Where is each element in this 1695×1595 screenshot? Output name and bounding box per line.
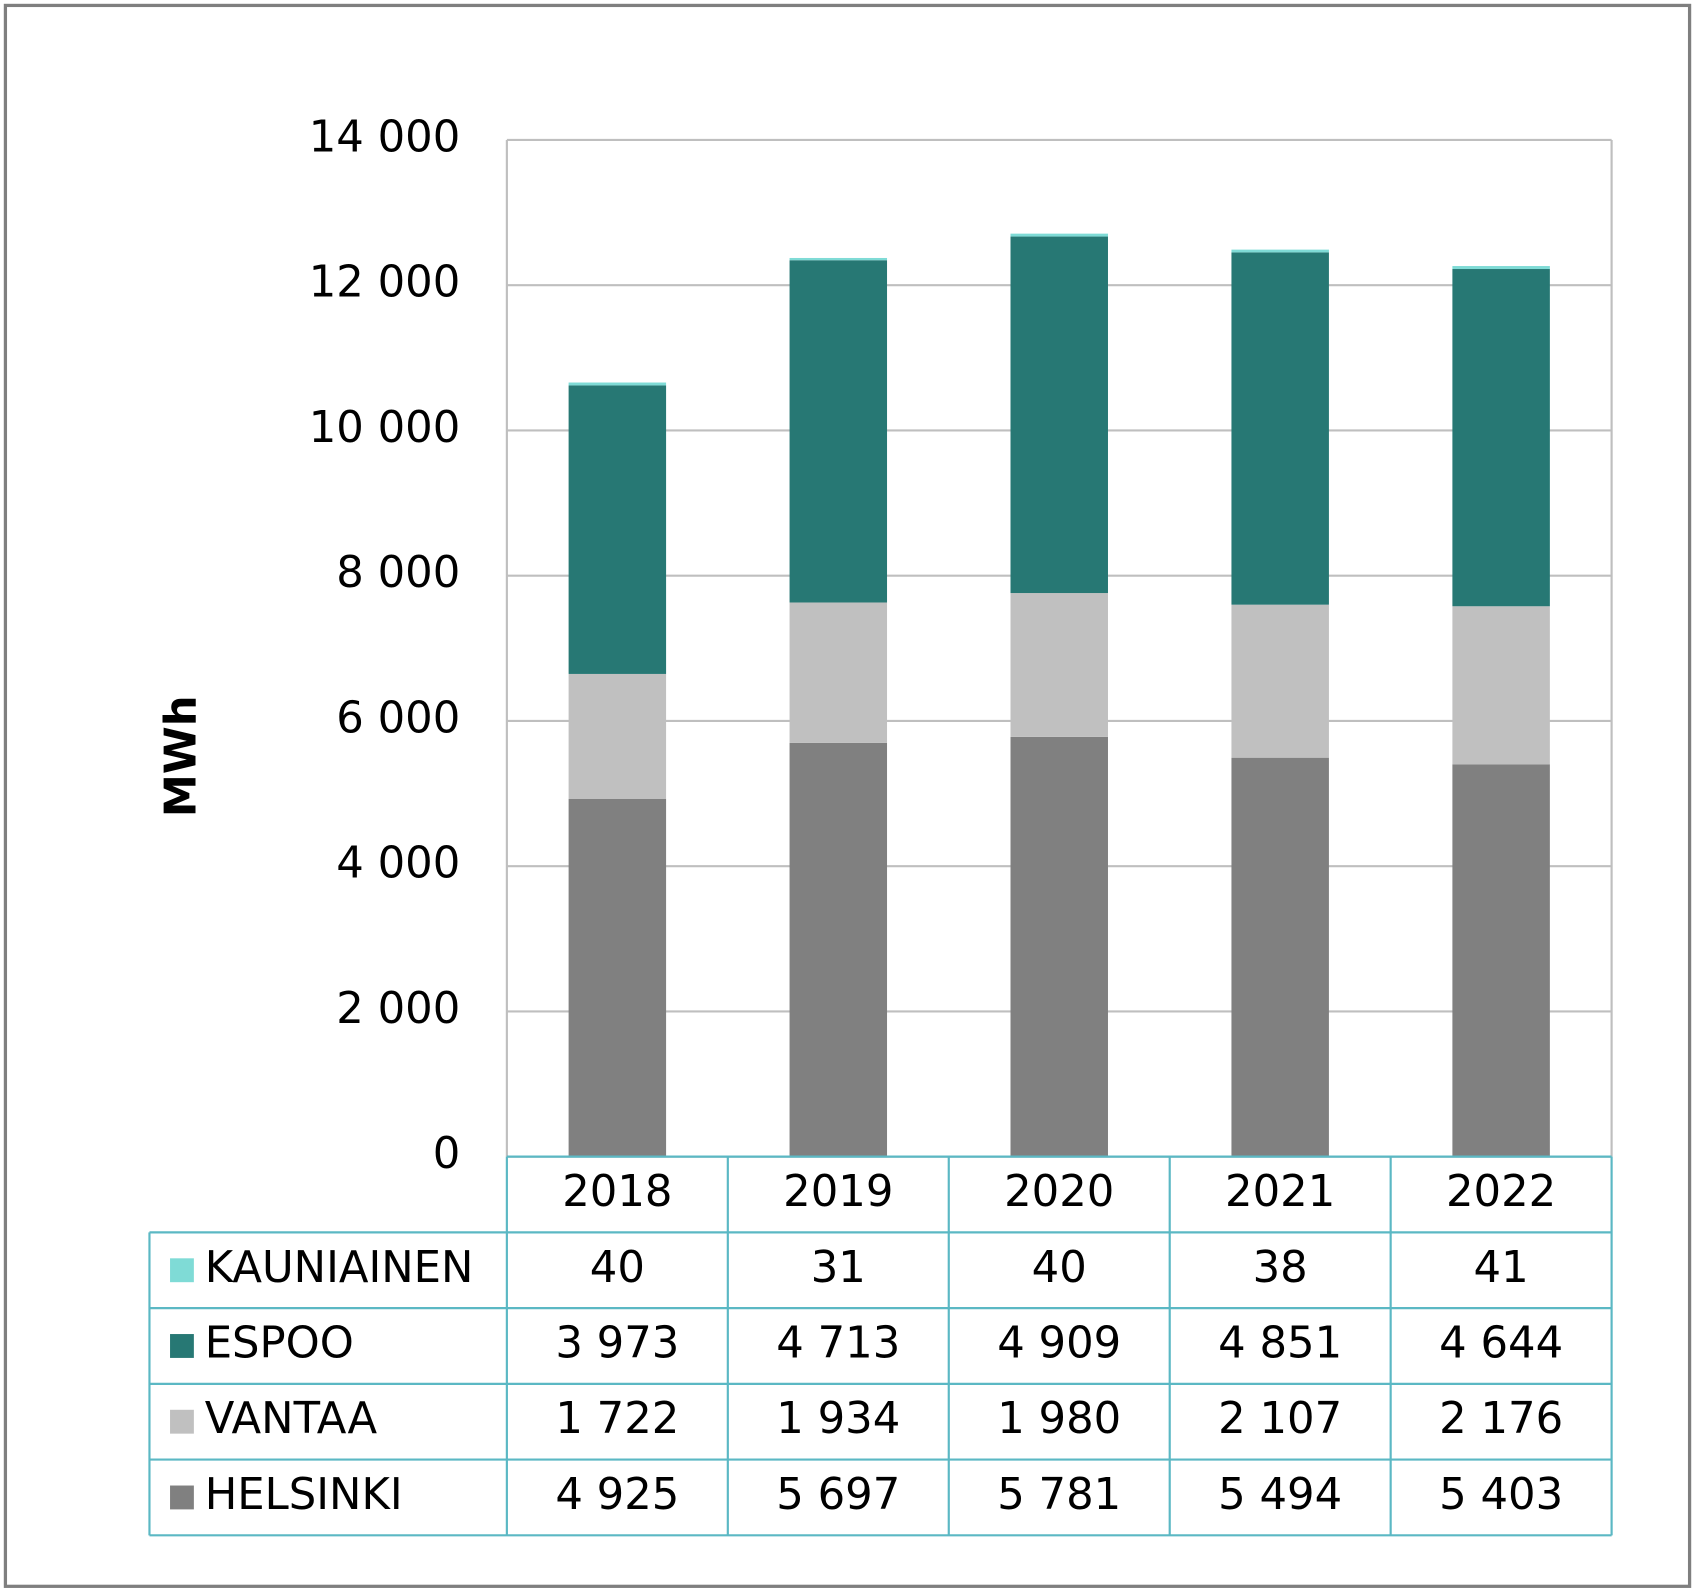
x-tick-label: 2022: [1446, 1167, 1556, 1217]
bar-segment: [568, 382, 667, 386]
y-tick-label: 8 000: [336, 548, 460, 598]
y-tick-label: 4 000: [336, 839, 460, 889]
legend-label: ESPOO: [205, 1318, 354, 1368]
bar-segment: [1231, 252, 1329, 605]
bar-segment: [789, 260, 888, 603]
table-cell: 5 403: [1439, 1470, 1563, 1520]
table-cell: 4 713: [776, 1318, 900, 1368]
table-cell: 5 494: [1218, 1470, 1342, 1520]
bar-segment: [1010, 233, 1108, 237]
bar-segment: [1231, 604, 1329, 758]
table-cell: 38: [1253, 1243, 1308, 1293]
y-tick-label: 2 000: [336, 984, 460, 1034]
x-tick-label: 2021: [1225, 1167, 1335, 1217]
bar-segment: [1452, 266, 1550, 270]
bar-segment: [568, 385, 667, 674]
legend-swatch: [170, 1409, 194, 1434]
bar-segment: [789, 257, 888, 261]
table-cell: 31: [811, 1243, 866, 1293]
table-cell: 5 697: [776, 1470, 900, 1520]
bar-segment: [1452, 606, 1550, 765]
table-cell: 3 973: [555, 1318, 679, 1368]
legend-swatch: [170, 1485, 194, 1510]
table-cell: 2 176: [1439, 1394, 1563, 1444]
legend-label: HELSINKI: [205, 1470, 403, 1520]
y-tick-label: 0: [433, 1129, 461, 1179]
y-tick-label: 12 000: [309, 258, 461, 308]
table-cell: 4 644: [1439, 1318, 1563, 1368]
legend-swatch: [170, 1334, 194, 1358]
table-cell: 1 980: [997, 1394, 1121, 1444]
table-cell: 1 722: [555, 1394, 679, 1444]
table-cell: 1 934: [776, 1394, 900, 1444]
bar-segment: [1231, 249, 1329, 253]
bar-segment: [1452, 764, 1550, 1157]
legend-swatch: [170, 1258, 194, 1283]
table-cell: 40: [590, 1243, 645, 1293]
table-cell: 2 107: [1218, 1394, 1342, 1444]
y-tick-label: 10 000: [309, 403, 461, 453]
y-tick-label: 6 000: [336, 693, 460, 743]
table-cell: 4 851: [1218, 1318, 1342, 1368]
y-tick-label: 14 000: [309, 112, 461, 162]
legend-label: KAUNIAINEN: [205, 1243, 474, 1293]
bar-segment: [568, 798, 667, 1157]
bar-segment: [789, 602, 888, 743]
x-tick-label: 2020: [1004, 1167, 1114, 1217]
bar-segment: [1010, 593, 1108, 737]
table-cell: 5 781: [997, 1470, 1121, 1520]
y-axis-label: MWh: [157, 695, 207, 817]
bar-segment: [1010, 236, 1108, 594]
x-tick-label: 2018: [562, 1167, 672, 1217]
bar-segment: [789, 742, 888, 1157]
table-cell: 40: [1032, 1243, 1087, 1293]
x-tick-label: 2019: [783, 1167, 893, 1217]
bar-segment: [1010, 736, 1108, 1157]
bar-segment: [1452, 269, 1550, 607]
table-cell: 41: [1474, 1243, 1529, 1293]
table-cell: 4 909: [997, 1318, 1121, 1368]
bar-segment: [568, 673, 667, 799]
bar-segment: [1231, 757, 1329, 1157]
table-cell: 4 925: [555, 1470, 679, 1520]
legend-label: VANTAA: [205, 1394, 378, 1444]
